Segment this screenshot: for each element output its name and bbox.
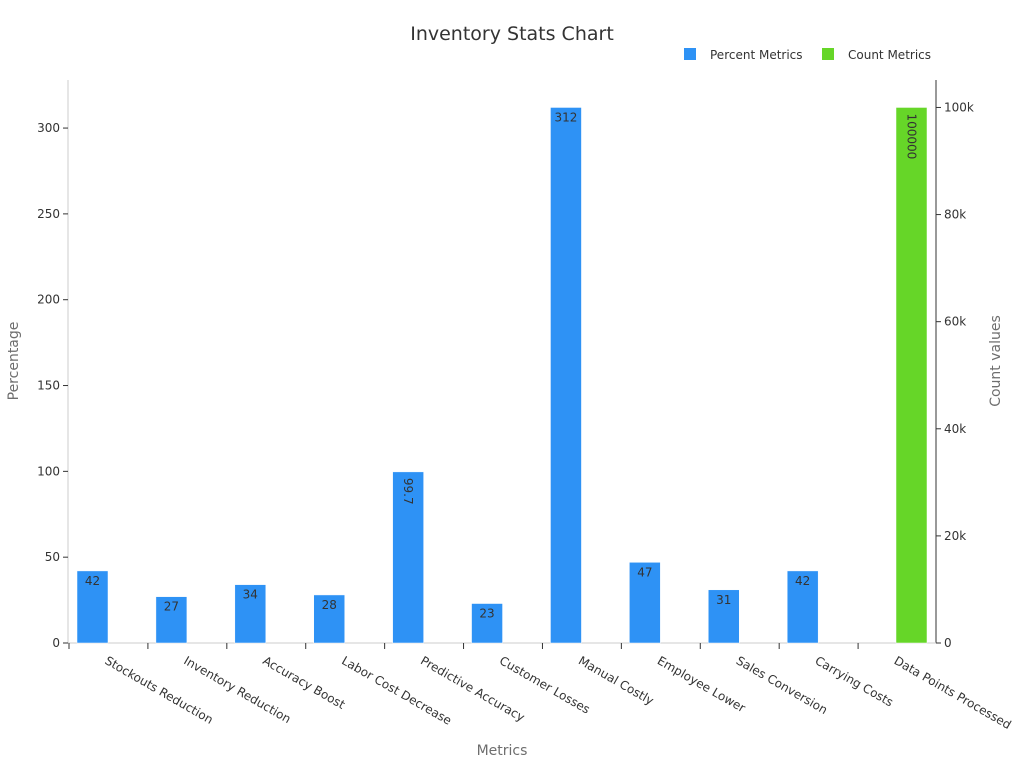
y-tick-label: 150 (37, 379, 60, 393)
y-tick-label: 50 (45, 550, 60, 564)
bar-percent (786, 570, 819, 644)
y2-tick-label: 0 (944, 636, 952, 650)
x-axis-title: Metrics (477, 743, 528, 759)
bar-percent (313, 594, 345, 644)
y-axis-title: Percentage (6, 322, 22, 401)
y2-tick-label: 20k (944, 529, 966, 543)
y-tick-label: 250 (37, 207, 60, 221)
bar-percent (471, 603, 503, 644)
chart-title: Inventory Stats Chart (410, 23, 614, 45)
bar-value-label: 28 (322, 598, 337, 612)
bar-percent (392, 471, 424, 644)
bar-value-label: 27 (164, 600, 179, 614)
x-tick-label: Manual Costly (576, 653, 656, 707)
bar-value-label: 100000 (905, 113, 919, 159)
y-tick-label: 200 (37, 293, 60, 307)
x-tick-label: Data Points Processed (892, 653, 1014, 732)
bar-percent (629, 562, 661, 644)
y2-tick-label: 40k (944, 422, 966, 436)
bar-value-label: 31 (716, 593, 731, 607)
bar-percent (155, 596, 188, 644)
y2-tick-label: 60k (944, 315, 966, 329)
bar-value-label: 47 (637, 565, 652, 579)
bar-value-label: 34 (243, 588, 258, 602)
bar-count (895, 107, 928, 644)
legend-label-percent-metrics: Percent Metrics (710, 48, 803, 62)
bars (76, 107, 928, 644)
legend-swatch-percent-metrics (684, 48, 696, 60)
bar-percent (708, 589, 740, 644)
y-tick-label: 100 (37, 464, 60, 478)
y2-tick-label: 80k (944, 208, 966, 222)
y2-tick-label: 100k (944, 100, 974, 114)
bar-value-label: 312 (555, 110, 578, 124)
bar-percent (234, 584, 267, 644)
bar-value-label: 42 (795, 574, 810, 588)
y-tick-label: 300 (37, 121, 60, 135)
data-labels: 42 27 34 28 99.7 23 312 47 31 42 100000 (85, 110, 919, 620)
legend-swatch-count-metrics (822, 48, 834, 60)
bar-percent (550, 107, 582, 644)
y2-axis-title: Count values (988, 315, 1004, 407)
bar-value-label: 23 (479, 607, 494, 621)
legend-label-count-metrics: Count Metrics (848, 48, 931, 62)
bar-value-label: 99.7 (401, 478, 415, 505)
y-tick-label: 0 (52, 636, 60, 650)
legend: Percent Metrics Count Metrics (684, 48, 931, 62)
bar-value-label: 42 (85, 574, 100, 588)
x-tick-label: Employee Lower (655, 653, 748, 715)
bar-percent (76, 570, 109, 644)
